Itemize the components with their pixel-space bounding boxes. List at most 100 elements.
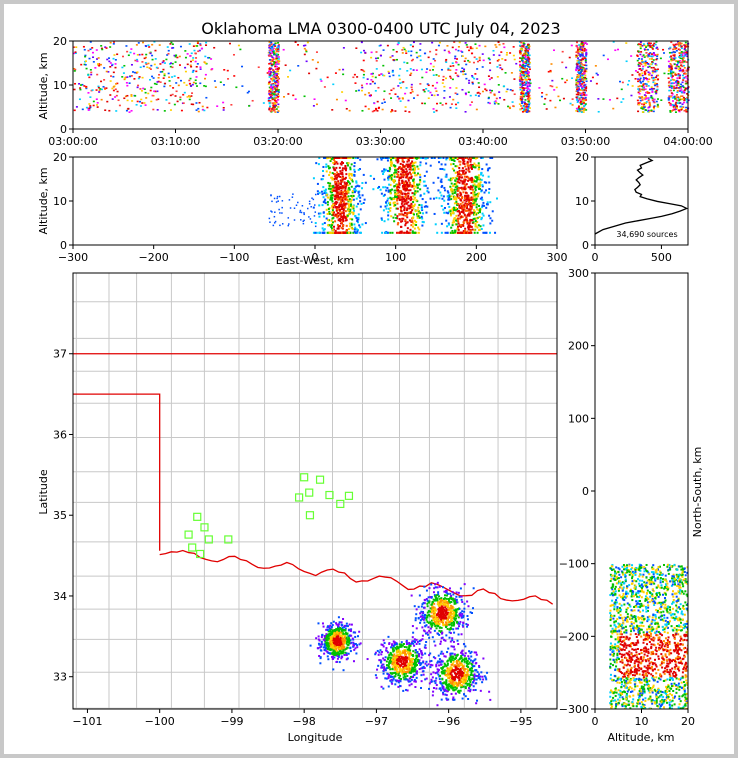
altitude-time-source	[130, 94, 133, 96]
altitude-time-source	[471, 52, 474, 55]
altitude-time-source	[373, 102, 376, 105]
altitude-time-source	[454, 55, 457, 58]
east-west-source	[362, 173, 365, 176]
altitude-time-source	[95, 89, 98, 91]
east-west-source	[405, 189, 408, 192]
altitude-time-source	[652, 76, 655, 79]
east-west-source	[458, 212, 461, 215]
east-west-source	[440, 178, 443, 181]
east-west-source	[402, 213, 405, 216]
altitude-time-source	[522, 91, 525, 94]
altitude-time-source	[528, 79, 531, 82]
altitude-time-source	[584, 70, 587, 72]
altitude-time-source	[360, 84, 363, 87]
east-west-source	[472, 166, 475, 169]
altitude-time-source	[641, 111, 644, 113]
altitude-time-source	[112, 75, 115, 78]
east-west-source	[457, 220, 460, 223]
altitude-time-source	[464, 93, 467, 96]
altitude-time-source	[524, 94, 527, 97]
altitude-time-source	[646, 42, 649, 45]
altitude-time-source	[678, 76, 681, 78]
altitude-time-source	[522, 87, 525, 89]
altitude-time-source	[274, 73, 277, 76]
east-west-source	[390, 176, 393, 179]
east-west-source	[422, 212, 425, 215]
east-west-source	[483, 191, 486, 194]
altitude-time-source	[87, 92, 90, 94]
east-west-source	[337, 231, 340, 234]
altitude-time-source	[131, 100, 134, 102]
east-west-source	[394, 204, 397, 207]
east-west-source	[351, 191, 354, 194]
altitude-time-source	[637, 91, 640, 94]
east-west-source	[355, 205, 358, 208]
east-west-source	[345, 229, 348, 232]
east-west-source	[471, 163, 474, 166]
east-west-source	[423, 184, 426, 187]
altitude-time-source	[674, 72, 677, 75]
east-west-source	[340, 211, 343, 214]
east-west-source	[344, 169, 347, 172]
east-west-source	[341, 171, 344, 174]
altitude-time-source	[73, 109, 76, 112]
altitude-time-source	[199, 44, 202, 47]
altitude-time-source	[104, 88, 107, 90]
altitude-time-source	[268, 46, 271, 49]
altitude-time-source	[99, 63, 102, 66]
altitude-time-source	[527, 71, 530, 74]
east-west-source	[334, 201, 337, 204]
east-west-source	[475, 206, 478, 209]
east-west-source	[468, 200, 471, 203]
east-west-source	[453, 206, 456, 209]
altitude-time-source	[686, 50, 689, 53]
east-west-source	[472, 221, 475, 224]
altitude-time-source	[579, 77, 582, 79]
altitude-time-source	[409, 74, 412, 76]
altitude-time-source	[551, 85, 554, 88]
east-west-source	[465, 198, 468, 201]
east-west-source	[341, 217, 344, 220]
altitude-time-source	[519, 97, 522, 100]
east-west-source	[478, 164, 481, 167]
altitude-time-source	[411, 58, 414, 61]
east-west-source	[406, 176, 409, 179]
altitude-time-source	[675, 107, 678, 109]
altitude-time-source	[268, 62, 271, 65]
east-west-source	[382, 170, 385, 173]
altitude-time-source	[575, 78, 578, 81]
plan-view-source	[333, 656, 336, 659]
altitude-time-source	[461, 51, 464, 53]
altitude-time-source	[96, 73, 99, 76]
altitude-time-source	[576, 101, 579, 104]
east-west-source	[379, 188, 382, 191]
altitude-time-source	[584, 96, 587, 99]
east-west-source	[451, 231, 454, 234]
altitude-time-source	[109, 80, 112, 82]
altitude-time-source	[585, 80, 588, 83]
altitude-time-source	[585, 48, 588, 51]
east-west-source	[410, 177, 413, 180]
east-west-source	[467, 166, 470, 169]
east-west-source	[342, 208, 345, 211]
east-west-source	[468, 186, 471, 189]
altitude-time-source	[644, 102, 647, 104]
altitude-time-source	[461, 88, 464, 91]
altitude-time-source	[401, 97, 404, 99]
east-west-source	[410, 175, 413, 178]
east-west-source	[396, 175, 399, 178]
altitude-time-source	[580, 68, 583, 71]
altitude-time-source	[277, 103, 280, 106]
east-west-source	[411, 160, 414, 163]
east-west-source	[398, 166, 401, 169]
east-west-source	[396, 197, 399, 200]
east-west-source	[345, 192, 348, 195]
altitude-time-source	[648, 103, 651, 106]
plan-view-source	[327, 638, 330, 641]
altitude-time-source	[94, 67, 97, 69]
east-west-source	[353, 165, 356, 168]
east-west-source	[348, 210, 351, 213]
altitude-time-source	[519, 69, 522, 72]
altitude-time-source	[602, 98, 605, 100]
east-west-source	[277, 200, 279, 202]
